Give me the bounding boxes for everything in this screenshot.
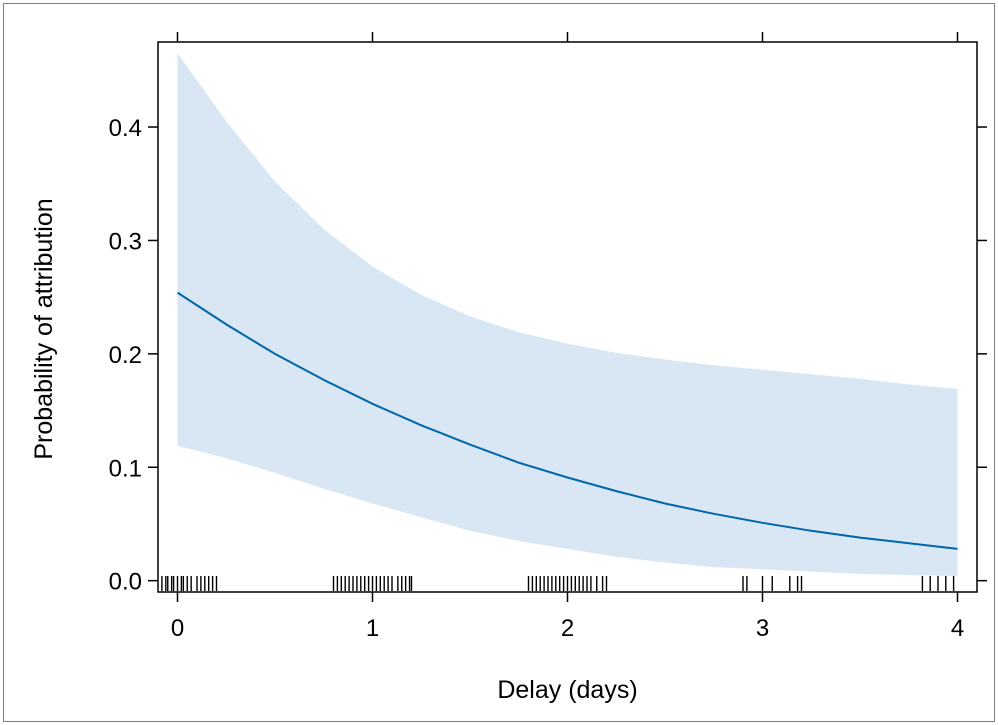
- y-axis-title: Probability of attribution: [30, 198, 58, 459]
- rug-layer: [161, 576, 955, 591]
- x-tick-label: 4: [951, 615, 964, 642]
- fit-line: [176, 291, 958, 550]
- confidence-band-layer: [177, 53, 958, 577]
- fit-line-layer: [176, 291, 958, 550]
- axis-layer: 0 1 2 3 4 0.0 0.1 0.2 0.3 0.4: [109, 32, 987, 642]
- x-axis-title: Delay (days): [497, 676, 637, 704]
- y-tick-label: 0.2: [109, 342, 142, 369]
- y-tick-label: 0.3: [109, 228, 142, 255]
- x-tick-label: 2: [561, 615, 574, 642]
- x-tick-label: 1: [366, 615, 379, 642]
- y-tick-label: 0.1: [109, 455, 142, 482]
- y-tick-label: 0.4: [109, 115, 142, 142]
- confidence-band: [177, 53, 958, 577]
- outer-frame: [3, 3, 995, 722]
- y-tick-label: 0.0: [109, 569, 142, 596]
- x-tick-label: 0: [171, 615, 184, 642]
- x-tick-label: 3: [756, 615, 769, 642]
